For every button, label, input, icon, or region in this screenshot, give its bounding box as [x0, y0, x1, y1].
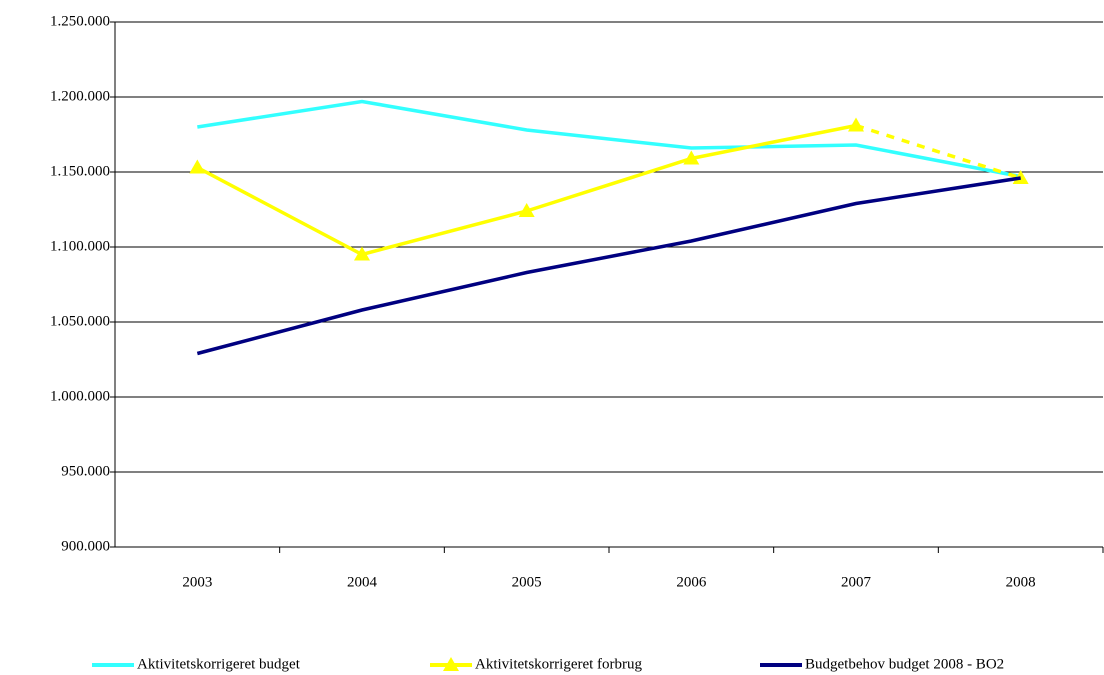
- y-tick-label: 900.000: [61, 538, 110, 554]
- marker: [848, 117, 864, 132]
- legend-marker: [443, 657, 459, 671]
- marker: [354, 246, 370, 261]
- marker: [683, 150, 700, 165]
- x-tick-label: 2004: [347, 574, 378, 590]
- series-line: [197, 99, 1021, 179]
- x-tick-label: 2006: [676, 574, 707, 590]
- x-tick-label: 2007: [841, 574, 872, 590]
- y-tick-label: 950.000: [61, 463, 110, 479]
- y-tick-label: 1.000.000: [50, 388, 110, 404]
- y-tick-label: 1.150.000: [50, 163, 110, 179]
- legend-label: Aktivitetskorrigeret budget: [137, 656, 301, 672]
- marker: [1012, 170, 1029, 184]
- series-line: [196, 176, 1021, 356]
- legend-label: Aktivitetskorrigeret forbrug: [475, 656, 643, 672]
- y-tick-label: 1.050.000: [50, 313, 110, 329]
- series-line: [855, 123, 1022, 180]
- marker: [189, 159, 206, 174]
- x-tick-label: 2008: [1006, 574, 1036, 590]
- y-tick-label: 1.200.000: [50, 88, 110, 104]
- marker: [518, 203, 535, 217]
- y-tick-label: 1.100.000: [50, 238, 110, 254]
- x-tick-label: 2003: [182, 574, 212, 590]
- y-tick-label: 1.250.000: [50, 13, 110, 29]
- series-line: [196, 123, 857, 257]
- x-tick-label: 2005: [512, 574, 542, 590]
- legend-label: Budgetbehov budget 2008 - BO2: [805, 656, 1004, 672]
